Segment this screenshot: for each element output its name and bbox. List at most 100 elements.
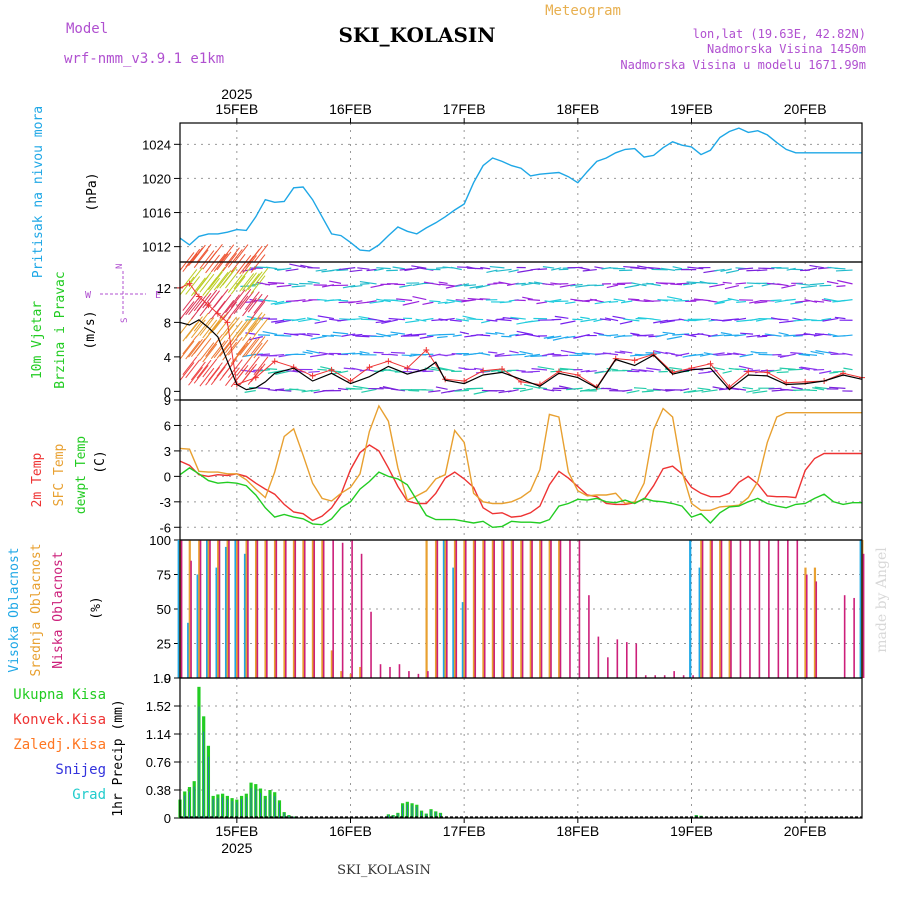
y-tick-label: 0.76 bbox=[146, 755, 171, 770]
wind-arrow bbox=[843, 367, 853, 371]
wind-arrow bbox=[602, 352, 619, 356]
cloud-low-bar bbox=[607, 657, 609, 678]
wind-arrow bbox=[454, 389, 469, 392]
wind-arrow bbox=[524, 353, 541, 358]
wind-arrow bbox=[551, 267, 562, 271]
precip-bar-inner bbox=[198, 706, 200, 818]
wind-arrow bbox=[245, 332, 256, 335]
wind-arrow bbox=[336, 269, 349, 272]
wind-arrow bbox=[225, 334, 240, 353]
wind-arrow bbox=[494, 331, 505, 335]
cloud-high-bar bbox=[187, 622, 190, 678]
wind-arrow bbox=[565, 335, 576, 339]
wind-arrow bbox=[188, 267, 203, 287]
cloud-low-bar bbox=[578, 540, 581, 678]
wind-arrow bbox=[836, 285, 846, 288]
wind-arrow bbox=[593, 331, 604, 336]
wind-arrow bbox=[419, 335, 434, 339]
cloud-low-bar bbox=[190, 560, 192, 678]
wind-arrow bbox=[239, 336, 255, 356]
wind-arrow bbox=[244, 337, 260, 357]
cloud-mid-bar bbox=[520, 540, 523, 678]
wind-arrow bbox=[216, 357, 232, 377]
wind-arrow bbox=[821, 299, 832, 302]
x-tick-label-bottom: 20FEB bbox=[784, 823, 827, 839]
x-tick-label-bottom: 18FEB bbox=[556, 823, 599, 839]
precip-bar-inner bbox=[184, 795, 186, 818]
gust-marker bbox=[574, 371, 581, 378]
wind-arrow bbox=[744, 285, 754, 289]
wind-arrow bbox=[227, 336, 243, 356]
cloud-mid-bar bbox=[558, 540, 561, 678]
wind-arrow bbox=[809, 282, 825, 286]
wind-arrow bbox=[185, 248, 201, 268]
wind-arrow bbox=[250, 275, 266, 294]
wind-arrow bbox=[366, 268, 377, 272]
gust-marker bbox=[480, 367, 487, 374]
wind-arrow bbox=[348, 300, 363, 304]
cloud-low-bar bbox=[427, 671, 429, 678]
cloud-low-bar bbox=[341, 542, 344, 678]
wind-arrow bbox=[522, 296, 533, 300]
wind-arrow bbox=[823, 298, 839, 302]
gust-marker bbox=[631, 357, 638, 364]
wind-arrow bbox=[628, 298, 640, 301]
wind-arrow bbox=[244, 317, 260, 337]
wind-arrow bbox=[842, 334, 853, 337]
wind-arrow bbox=[709, 283, 725, 288]
cloud-low-bar bbox=[843, 595, 846, 678]
sfc-temp-line bbox=[179, 404, 862, 511]
wind-arrow bbox=[253, 339, 269, 359]
cloud-low-bar bbox=[228, 540, 230, 678]
wind-arrow bbox=[440, 317, 455, 321]
wind-arrow bbox=[543, 388, 555, 392]
wind-arrow bbox=[236, 318, 252, 338]
wind-arrow bbox=[202, 343, 218, 363]
wind-arrow bbox=[476, 334, 491, 337]
cloud-low-bar bbox=[787, 540, 789, 678]
wind-arrow bbox=[519, 350, 533, 355]
wind-arrow bbox=[675, 352, 690, 357]
wind-arrow bbox=[199, 250, 215, 269]
wind-arrow bbox=[444, 353, 455, 357]
wind-arrow bbox=[247, 271, 263, 290]
wind-arrow bbox=[805, 267, 818, 272]
y-tick-label: 8 bbox=[164, 315, 171, 330]
wind-arrow bbox=[196, 292, 212, 312]
gust-marker bbox=[612, 355, 619, 362]
wind-arrow bbox=[233, 295, 249, 315]
wind-arrow bbox=[614, 351, 626, 354]
wind-arrow bbox=[659, 282, 675, 285]
cloud-mid-bar bbox=[349, 673, 352, 678]
cloud-low-bar bbox=[853, 597, 855, 678]
cloud-mid-bar bbox=[463, 540, 466, 678]
cloud-low-bar bbox=[199, 540, 202, 678]
wind-arrow bbox=[757, 335, 768, 338]
wind-arrow bbox=[716, 298, 732, 304]
gust-marker bbox=[290, 364, 297, 371]
wind-arrow bbox=[554, 315, 569, 319]
wind-arrow bbox=[266, 368, 278, 370]
cloud-low-bar bbox=[758, 540, 761, 678]
legend-total: Ukupna Kisa bbox=[13, 687, 106, 703]
cloud-mid-bar bbox=[804, 567, 807, 678]
wind-arrow bbox=[267, 369, 285, 374]
wind-arrow bbox=[582, 268, 597, 272]
cloud-mid-bar bbox=[728, 540, 731, 678]
wind-arrow bbox=[213, 271, 229, 291]
compass-cross bbox=[100, 271, 146, 315]
wind-arrow bbox=[412, 296, 427, 301]
cloud-low-bar bbox=[493, 540, 495, 678]
cloud-low-bar bbox=[275, 540, 278, 678]
wind-arrow bbox=[834, 267, 846, 270]
y-axis-labels: Pritisak na nivou mora (hPa) 10m Vjetar Brz… bbox=[7, 106, 126, 817]
wind-arrow bbox=[449, 319, 462, 322]
cloud-high-bar bbox=[215, 567, 218, 678]
wind-arrow bbox=[693, 298, 711, 302]
wind-arrow bbox=[329, 280, 342, 284]
y-tick-label: 100 bbox=[149, 533, 171, 548]
wind-arrow bbox=[638, 369, 654, 373]
compass-south: S bbox=[120, 318, 130, 323]
wind-arrow bbox=[271, 319, 285, 323]
cloud-mid-bar bbox=[321, 540, 324, 678]
